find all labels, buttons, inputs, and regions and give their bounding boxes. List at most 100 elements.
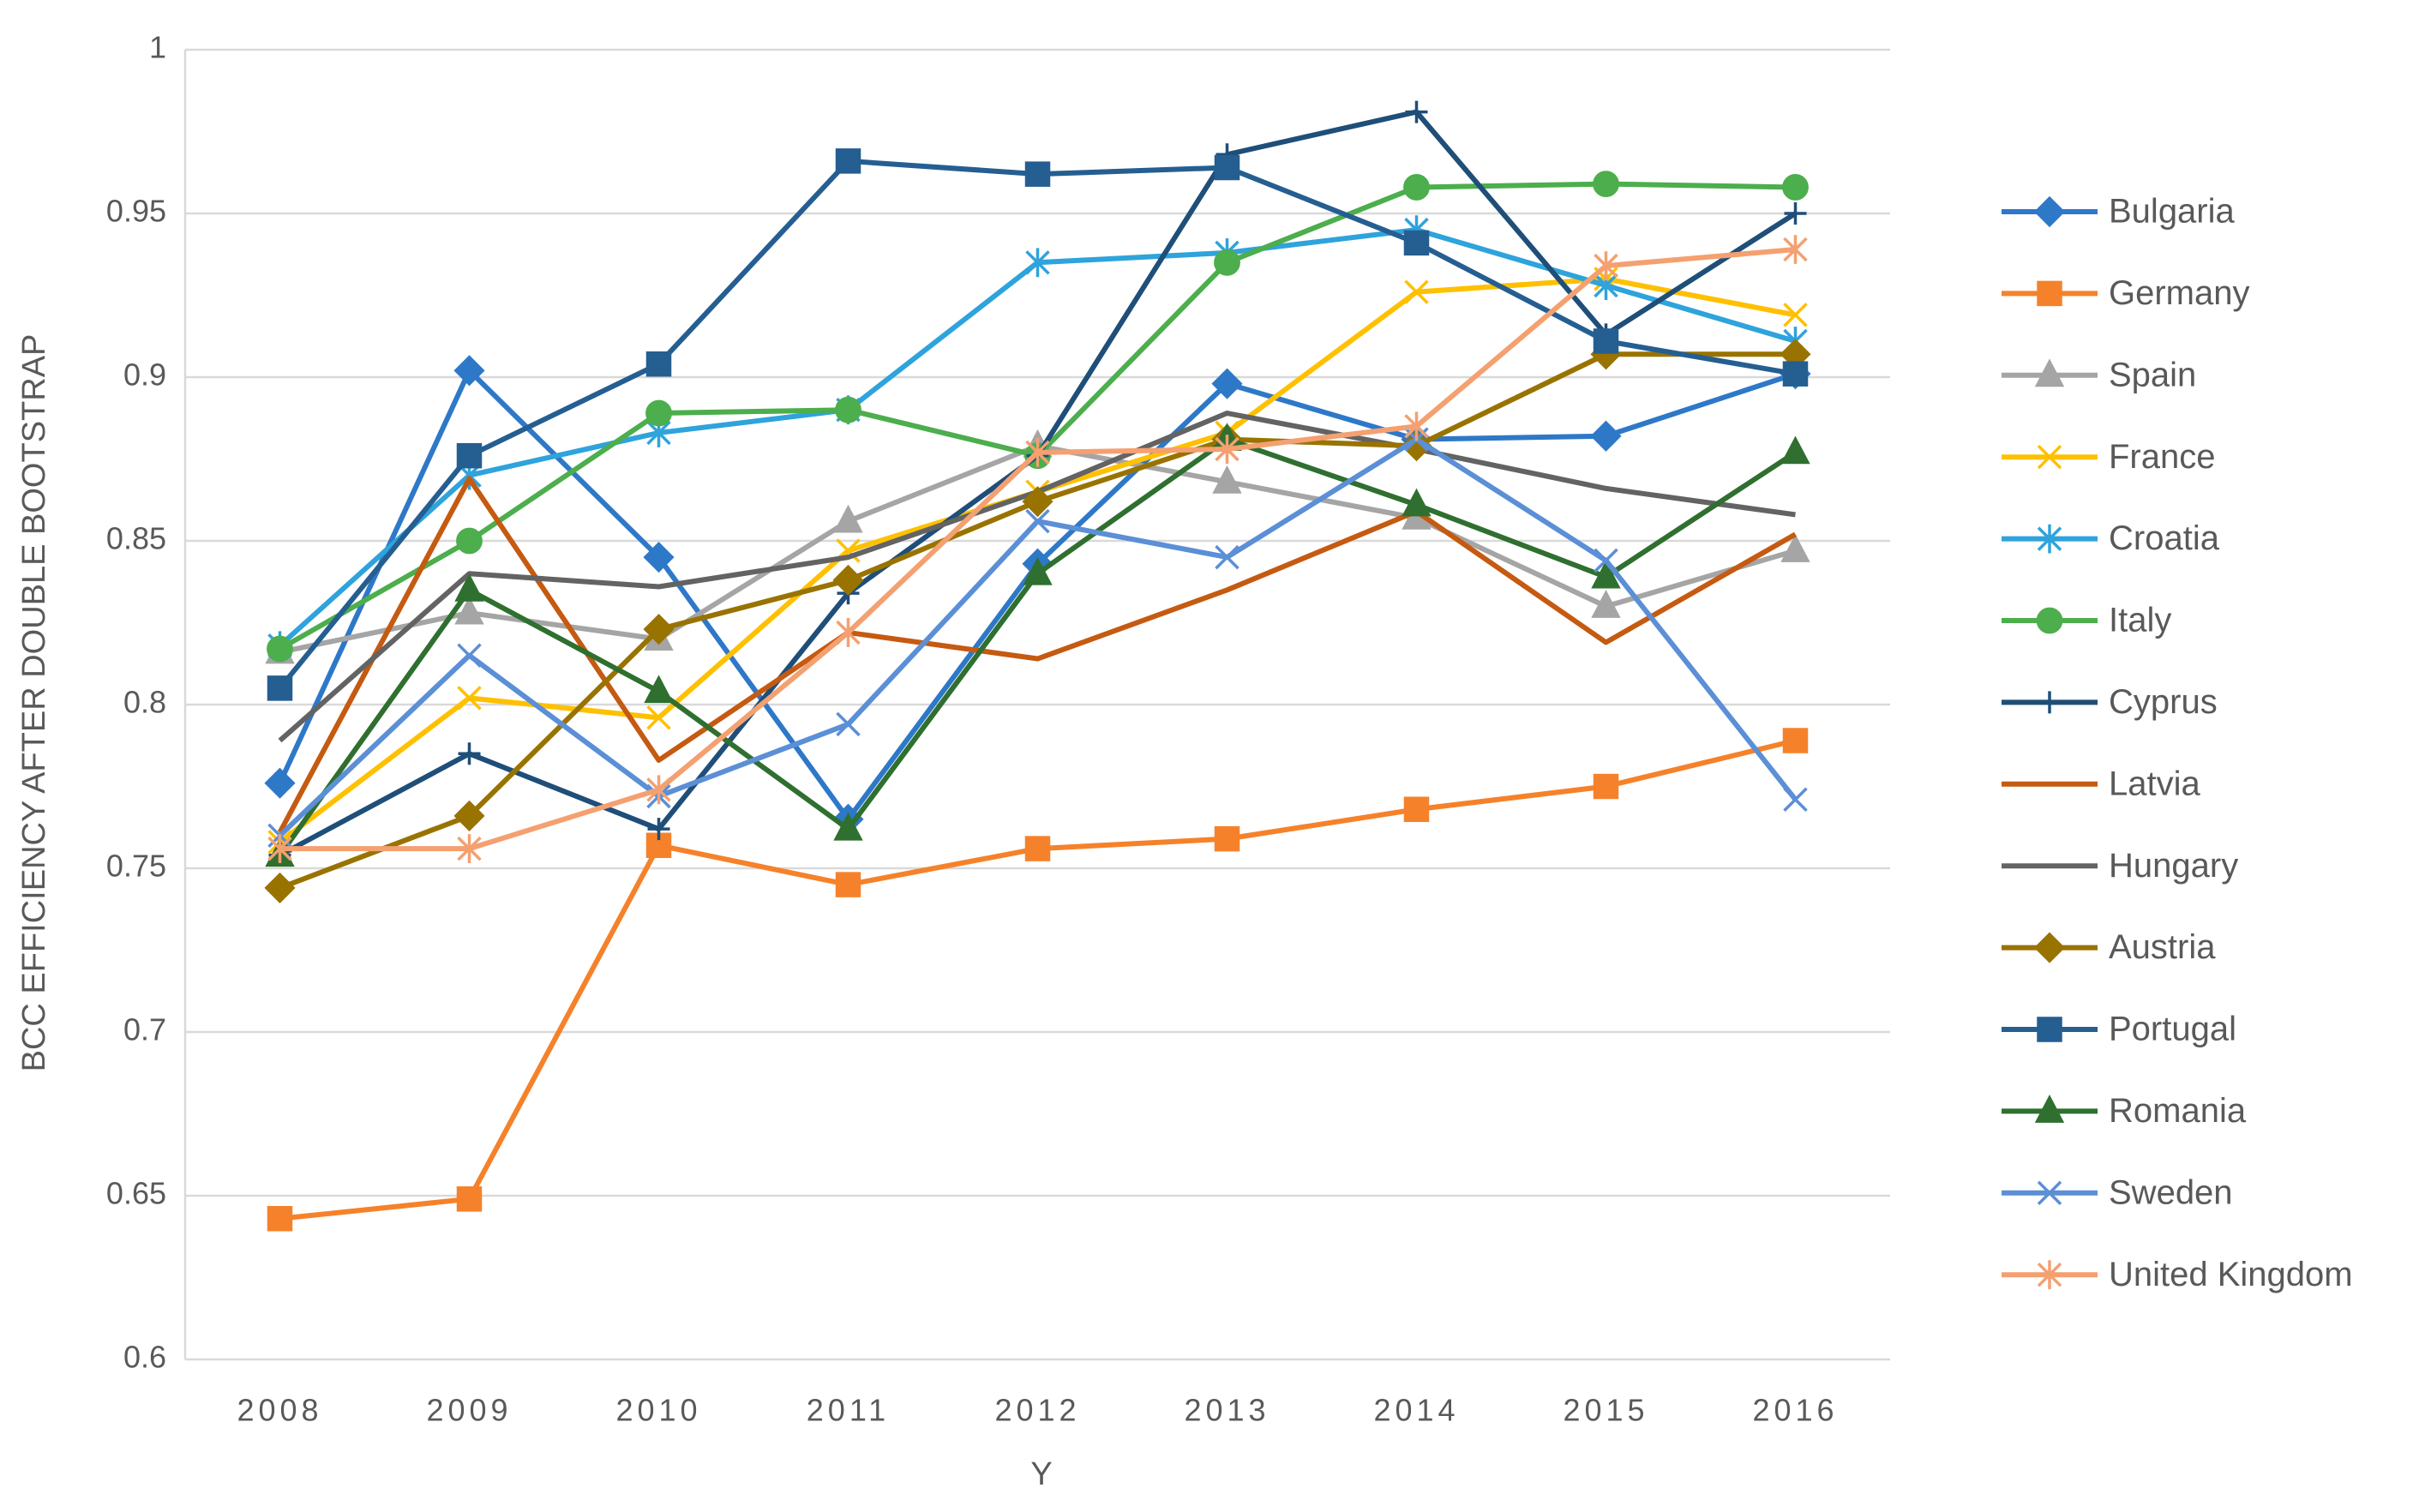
marker [267,675,293,701]
marker [833,504,863,533]
marker [1593,171,1619,198]
x-tick-label: 2011 [807,1393,890,1428]
marker [1783,787,1808,813]
legend-label: Croatia [2109,519,2220,557]
x-tick-label: 2008 [237,1393,322,1428]
marker [1403,796,1430,822]
marker [1403,174,1430,201]
marker [1590,420,1622,452]
marker [645,351,672,377]
y-tick-label: 0.9 [123,357,166,393]
y-tick-label: 0.95 [106,194,166,229]
marker [457,643,482,668]
legend-label: Italy [2109,602,2171,639]
series-line [279,738,1797,1221]
marker [644,675,674,704]
marker [1403,230,1430,256]
legend-label: Portugal [2109,1011,2236,1048]
marker [2037,1260,2062,1290]
series-line [279,109,1798,858]
marker [1025,437,1050,467]
marker [456,527,483,555]
marker [264,872,296,903]
marker [1594,251,1618,281]
y-tick-label: 0.75 [106,849,166,884]
legend-label: Germany [2109,274,2250,312]
marker [1025,248,1050,278]
y-axis-title: BCC EFFICIENCY AFTER DOUBLE BOOTSTRAP [16,334,52,1072]
legend-label: United Kingdom [2109,1256,2353,1293]
marker [1783,303,1808,327]
legend-label: Sweden [2109,1173,2233,1211]
marker [1402,488,1432,517]
marker [454,596,484,625]
x-tick-label: 2009 [426,1393,512,1428]
marker [2036,607,2063,634]
marker [267,635,293,663]
marker [1782,174,1809,201]
marker [2033,195,2066,228]
marker [832,564,864,596]
marker [2034,358,2065,387]
marker [645,399,672,427]
marker [643,614,675,645]
x-tick-label: 2012 [994,1393,1080,1428]
legend-label: Austria [2109,928,2216,966]
marker [1594,548,1618,573]
marker [1214,825,1240,852]
x-tick-label: 2010 [615,1393,701,1428]
marker [1022,486,1053,518]
marker [835,148,861,174]
marker [647,818,670,841]
x-axis-title: Y [1030,1456,1052,1492]
legend-label: Hungary [2109,847,2238,885]
marker [456,1186,483,1212]
marker [453,800,485,831]
legend-label: Spain [2109,356,2196,393]
marker [264,767,296,799]
marker [2033,932,2066,963]
x-tick-label: 2016 [1752,1393,1838,1428]
marker [1025,508,1050,534]
marker [1782,728,1809,753]
marker [1783,235,1808,264]
marker [2037,280,2062,307]
marker [1784,202,1807,225]
marker [458,742,481,765]
x-tick-label: 2014 [1373,1393,1459,1428]
marker [836,711,861,737]
legend-label: France [2109,438,2216,476]
marker [2038,691,2061,714]
marker [643,542,675,573]
marker [1405,100,1428,123]
marker [1214,249,1240,276]
marker [1780,534,1810,562]
x-tick-label: 2015 [1563,1393,1648,1428]
marker [1215,435,1240,464]
marker [2034,1095,2065,1123]
marker [267,1205,293,1232]
marker [1404,411,1429,441]
marker [453,355,485,387]
legend-label: Cyprus [2109,683,2218,721]
marker [1211,368,1243,399]
marker [646,705,671,730]
y-tick-label: 0.7 [123,1012,166,1047]
y-tick-label: 0.6 [123,1340,166,1375]
marker [1214,154,1240,181]
marker [1780,435,1810,465]
marker [1593,328,1619,354]
y-tick-label: 0.85 [106,521,166,556]
marker [457,834,482,863]
y-tick-label: 0.65 [106,1176,166,1211]
series-line [277,476,1797,834]
legend-label: Bulgaria [2109,193,2236,231]
marker [2037,1180,2062,1206]
marker [1024,161,1051,187]
marker [456,442,483,469]
marker [833,812,863,841]
marker [1212,465,1242,494]
marker [1401,430,1432,462]
legend-label: Latvia [2109,765,2200,802]
